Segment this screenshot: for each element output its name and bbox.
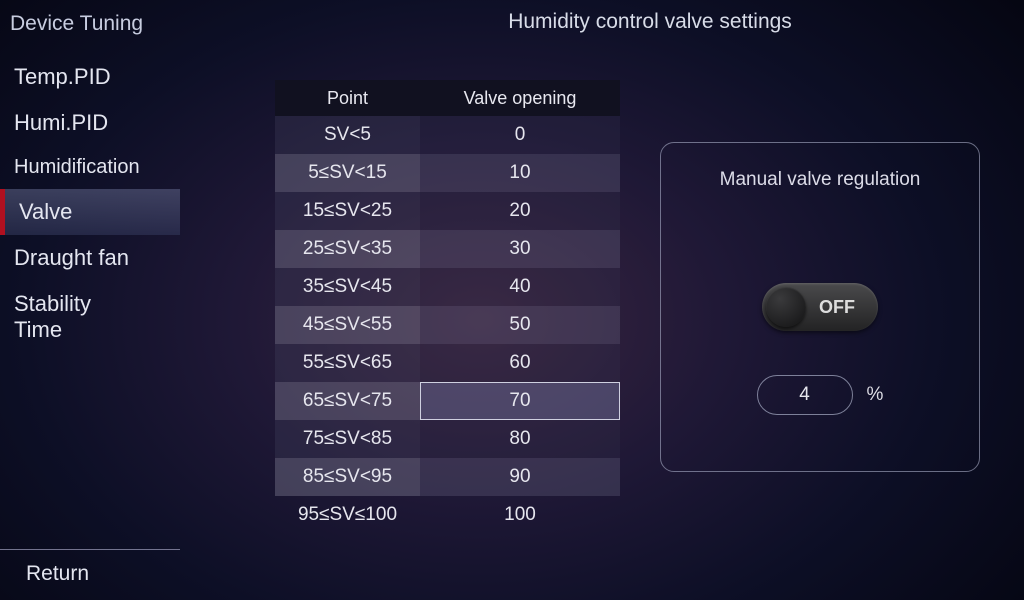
nav-item-stability-time[interactable]: StabilityTime [0, 281, 180, 353]
percent-unit: % [867, 384, 884, 406]
cell-opening[interactable]: 10 [420, 154, 620, 192]
nav-item-valve[interactable]: Valve [0, 189, 180, 235]
table-row[interactable]: 85≤SV<9590 [275, 458, 620, 496]
table-row[interactable]: SV<50 [275, 116, 620, 154]
table-row[interactable]: 45≤SV<5550 [275, 306, 620, 344]
manual-regulation-title: Manual valve regulation [661, 169, 979, 191]
cell-opening[interactable]: 90 [420, 458, 620, 496]
cell-opening[interactable]: 30 [420, 230, 620, 268]
table-row[interactable]: 35≤SV<4540 [275, 268, 620, 306]
col-opening: Valve opening [420, 88, 620, 109]
cell-point: 35≤SV<45 [275, 268, 420, 306]
table-row[interactable]: 55≤SV<6560 [275, 344, 620, 382]
nav-item-humidification[interactable]: Humidification [0, 146, 180, 189]
cell-point: 25≤SV<35 [275, 230, 420, 268]
cell-point: 15≤SV<25 [275, 192, 420, 230]
cell-point: 95≤SV≤100 [275, 496, 420, 534]
toggle-state-label: OFF [806, 297, 878, 318]
table-row[interactable]: 15≤SV<2520 [275, 192, 620, 230]
nav-item-temp-pid[interactable]: Temp.PID [0, 54, 180, 100]
cell-point: 55≤SV<65 [275, 344, 420, 382]
cell-opening[interactable]: 40 [420, 268, 620, 306]
cell-opening[interactable]: 80 [420, 420, 620, 458]
cell-opening[interactable]: 0 [420, 116, 620, 154]
cell-opening[interactable]: 20 [420, 192, 620, 230]
cell-opening[interactable]: 60 [420, 344, 620, 382]
cell-point: 75≤SV<85 [275, 420, 420, 458]
manual-toggle[interactable]: OFF [762, 283, 878, 331]
nav-item-draught-fan[interactable]: Draught fan [0, 235, 180, 281]
table-header: Point Valve opening [275, 80, 620, 116]
cell-point: 65≤SV<75 [275, 382, 420, 420]
cell-point: SV<5 [275, 116, 420, 154]
sidebar: Device Tuning Temp.PIDHumi.PIDHumidifica… [0, 0, 180, 600]
return-button[interactable]: Return [0, 549, 180, 600]
page-title: Humidity control valve settings [400, 10, 900, 34]
sidebar-title: Device Tuning [0, 0, 180, 54]
toggle-knob-icon [766, 287, 806, 327]
cell-point: 45≤SV<55 [275, 306, 420, 344]
cell-point: 5≤SV<15 [275, 154, 420, 192]
table-row[interactable]: 75≤SV<8580 [275, 420, 620, 458]
nav-item-humi-pid[interactable]: Humi.PID [0, 100, 180, 146]
table-row[interactable]: 95≤SV≤100100 [275, 496, 620, 534]
cell-opening[interactable]: 70 [420, 382, 620, 420]
percent-row: 4 % [661, 375, 979, 415]
cell-point: 85≤SV<95 [275, 458, 420, 496]
table-row[interactable]: 5≤SV<1510 [275, 154, 620, 192]
valve-table: Point Valve opening SV<505≤SV<151015≤SV<… [275, 80, 620, 534]
col-point: Point [275, 88, 420, 109]
table-row[interactable]: 25≤SV<3530 [275, 230, 620, 268]
cell-opening[interactable]: 100 [420, 496, 620, 534]
cell-opening[interactable]: 50 [420, 306, 620, 344]
manual-regulation-panel: Manual valve regulation OFF 4 % [660, 142, 980, 472]
table-row[interactable]: 65≤SV<7570 [275, 382, 620, 420]
nav-item-label: StabilityTime [14, 291, 91, 342]
percent-input[interactable]: 4 [757, 375, 853, 415]
